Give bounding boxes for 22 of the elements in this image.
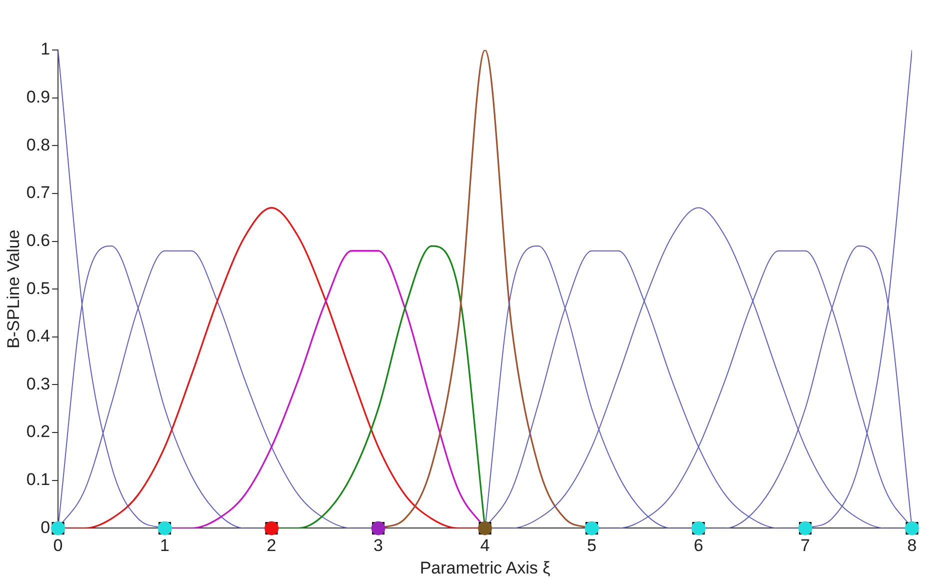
y-tick-label: 0 — [40, 518, 50, 537]
x-tick-label: 4 — [480, 536, 490, 556]
y-tick-label: 1 — [40, 40, 50, 59]
y-tick-label: 0.5 — [26, 278, 50, 298]
y-tick-label: 0.8 — [26, 135, 50, 154]
y-tick-label: 0.9 — [26, 88, 50, 107]
x-tick-label: 1 — [160, 536, 170, 556]
x-axis-title: Parametric Axis ξ — [420, 558, 551, 578]
x-tick-label: 2 — [266, 536, 276, 556]
x-tick-label: 6 — [694, 536, 704, 556]
y-axis-title: B-SPLine Value — [4, 230, 23, 348]
y-tick-label: 0.3 — [26, 374, 50, 394]
y-tick-label: 0.6 — [26, 230, 50, 250]
y-tick-label: 0.7 — [26, 183, 50, 202]
y-tick-label: 0.4 — [26, 326, 50, 346]
x-tick-label: 8 — [907, 536, 917, 556]
y-tick-label: 0.1 — [26, 470, 50, 490]
x-tick-label: 7 — [800, 536, 810, 556]
x-tick-label: 5 — [587, 536, 596, 556]
x-tick-label: 0 — [53, 536, 63, 556]
x-tick-label: 3 — [374, 536, 384, 556]
y-tick-label: 0.2 — [26, 422, 50, 442]
